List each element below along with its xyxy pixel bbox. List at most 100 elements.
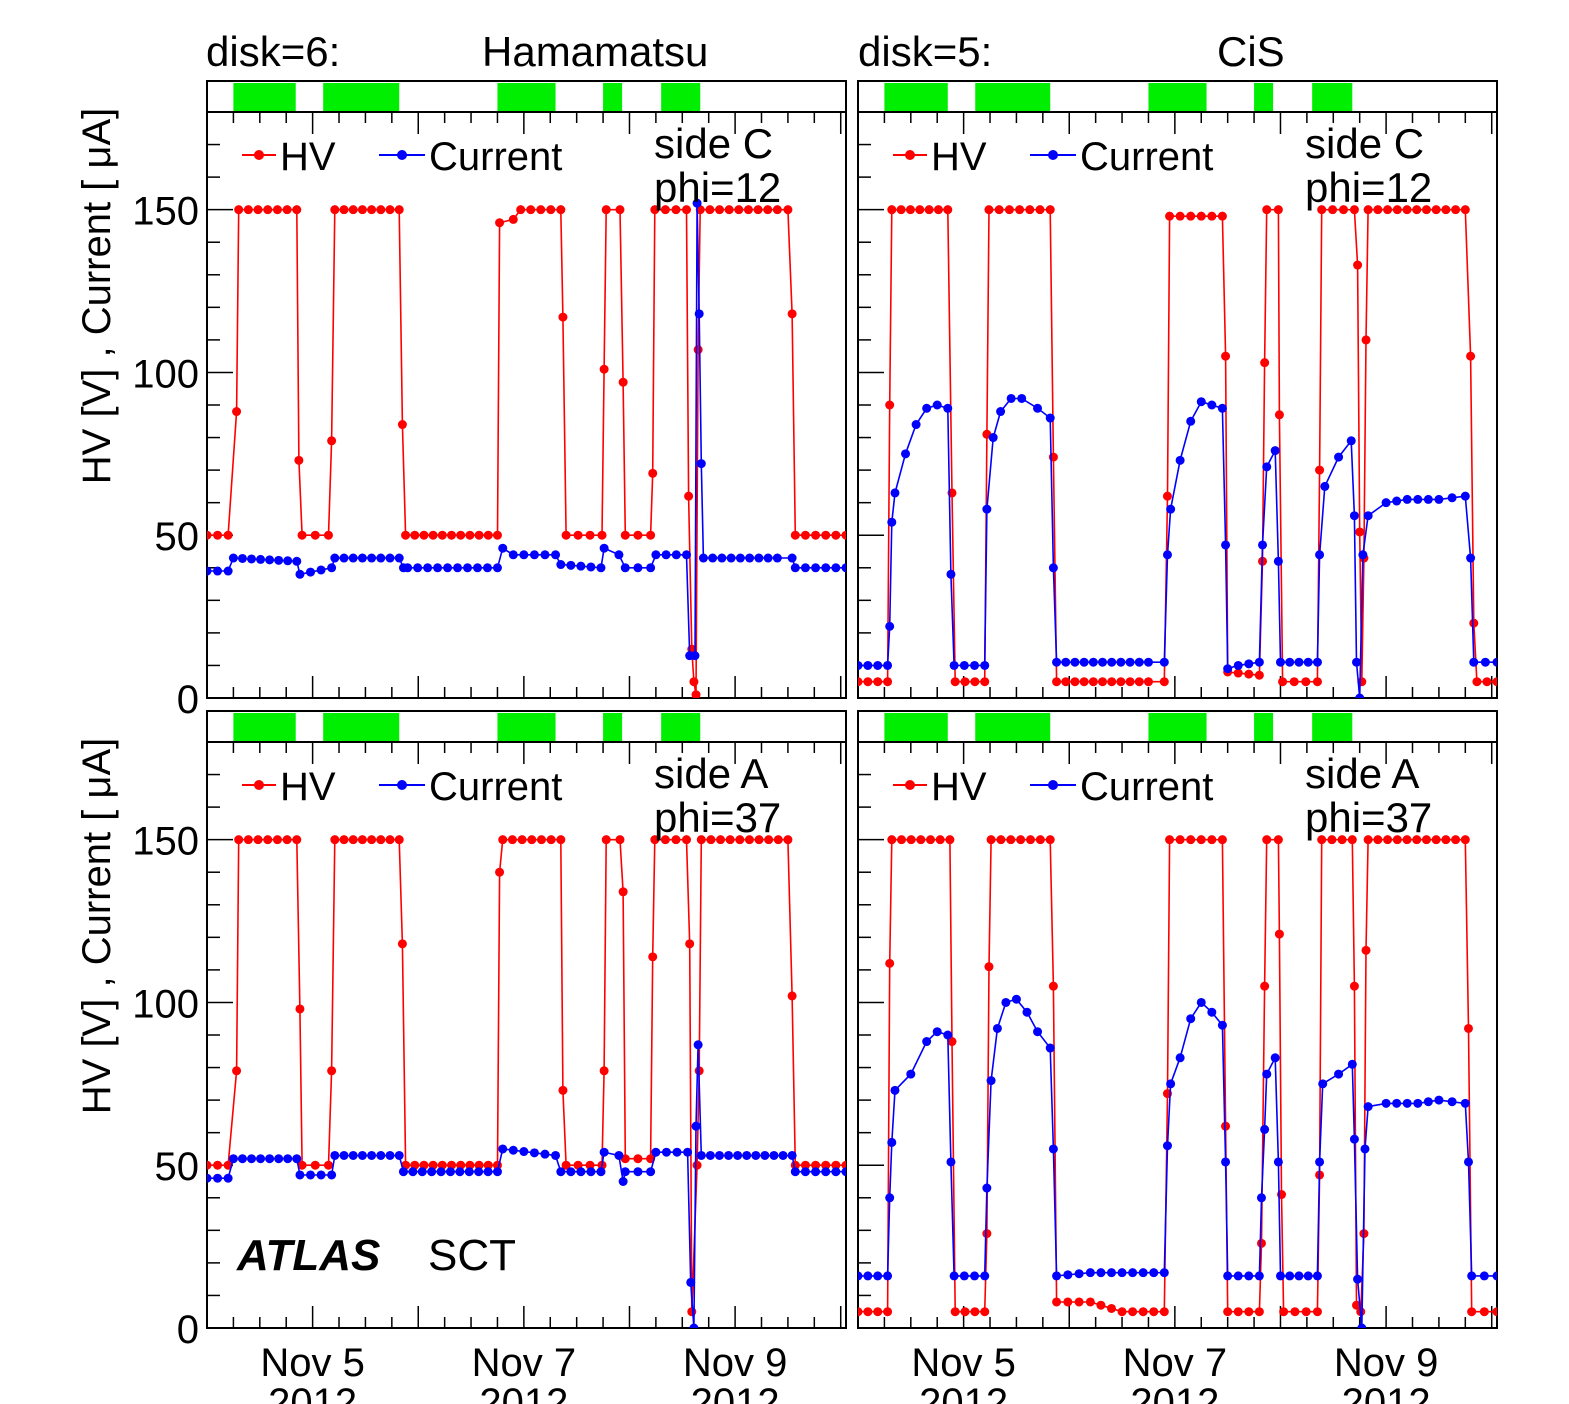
- hv-point: [585, 530, 595, 540]
- current-point: [661, 550, 671, 560]
- current-point: [1125, 657, 1135, 667]
- current-point: [690, 651, 700, 661]
- hv-point: [1165, 211, 1175, 221]
- hv-point: [887, 205, 897, 215]
- current-point: [1074, 1269, 1084, 1279]
- hv-point: [986, 835, 996, 845]
- hv-point: [1412, 205, 1422, 215]
- current-point: [223, 1173, 233, 1183]
- current-point: [1262, 1069, 1272, 1079]
- hv-point: [546, 835, 556, 845]
- current-point: [492, 1167, 502, 1177]
- legend-hv-label: HV: [280, 765, 336, 809]
- hv-point: [1048, 981, 1058, 991]
- current-point: [1492, 657, 1497, 667]
- current-point: [237, 553, 247, 563]
- current-point: [482, 563, 492, 573]
- current-point: [1107, 657, 1117, 667]
- hv-point: [1361, 945, 1371, 955]
- legend-current-marker: [397, 150, 407, 160]
- current-point: [566, 1167, 576, 1177]
- hv-point: [1479, 1307, 1489, 1317]
- current-point: [1312, 1271, 1322, 1281]
- hv-point: [1138, 1307, 1148, 1317]
- hv-point: [706, 835, 716, 845]
- hv-point: [906, 835, 916, 845]
- hv-point: [516, 205, 526, 215]
- hv-point: [1337, 835, 1347, 845]
- current-point: [992, 1023, 1002, 1033]
- current-point: [708, 553, 718, 563]
- y-tick-label: 150: [132, 190, 199, 234]
- current-point: [996, 407, 1006, 417]
- hv-point: [1098, 677, 1108, 687]
- current-point: [614, 550, 624, 560]
- hv-point: [1317, 205, 1327, 215]
- hv-point: [764, 835, 774, 845]
- hv-point: [1004, 205, 1014, 215]
- current-point: [1079, 657, 1089, 667]
- hv-point: [1392, 835, 1402, 845]
- hv-point: [1274, 410, 1284, 420]
- current-point: [1063, 1270, 1073, 1280]
- y-tick-label: 50: [155, 515, 200, 559]
- legend-hv-label: HV: [280, 135, 336, 179]
- hv-point: [1451, 205, 1461, 215]
- hv-point: [772, 205, 782, 215]
- hv-point: [984, 205, 994, 215]
- current-point: [1106, 1268, 1116, 1278]
- current-point: [1294, 657, 1304, 667]
- current-point: [735, 553, 745, 563]
- current-point: [427, 1167, 437, 1177]
- current-point: [599, 543, 609, 553]
- hv-point: [950, 677, 960, 687]
- hv-point: [1015, 205, 1025, 215]
- current-point: [529, 550, 539, 560]
- current-point: [330, 553, 340, 563]
- stable-beam-block: [975, 83, 1051, 111]
- current-series-line: [858, 397, 1497, 698]
- current-point: [787, 553, 797, 563]
- hv-point: [980, 1307, 990, 1317]
- current-point: [1334, 1069, 1344, 1079]
- current-point: [292, 556, 302, 566]
- current-point: [1312, 657, 1322, 667]
- current-point: [1175, 1053, 1185, 1063]
- current-point: [283, 556, 293, 566]
- hv-series-line: [207, 208, 846, 695]
- current-point: [1011, 994, 1021, 1004]
- current-point: [566, 560, 576, 570]
- hv-point: [536, 835, 546, 845]
- hv-point: [385, 835, 395, 845]
- hv-point: [597, 530, 607, 540]
- hv-point: [1463, 1023, 1473, 1033]
- hv-point: [474, 1160, 484, 1170]
- hv-point: [367, 835, 377, 845]
- hv-point: [841, 530, 846, 540]
- current-point: [651, 550, 661, 560]
- current-point: [1273, 1157, 1283, 1167]
- current-point: [213, 566, 223, 576]
- plot-frame: [206, 80, 847, 699]
- side-label: side C: [1305, 120, 1424, 167]
- current-point: [1392, 496, 1402, 506]
- current-point: [959, 1271, 969, 1281]
- current-point: [1334, 452, 1344, 462]
- hv-point: [715, 205, 725, 215]
- current-point: [540, 550, 550, 560]
- current-point: [1117, 1268, 1127, 1278]
- hv-point: [994, 205, 1004, 215]
- phi-label: phi=12: [654, 164, 781, 211]
- hv-point: [295, 1004, 305, 1014]
- current-point: [883, 660, 893, 670]
- current-point: [671, 550, 681, 560]
- current-point: [790, 1167, 800, 1177]
- current-point: [906, 1069, 916, 1079]
- current-point: [946, 1157, 956, 1167]
- legend-current-label: Current: [1080, 765, 1213, 809]
- x-tick-year-label: 2012: [268, 1381, 357, 1404]
- hv-point: [1162, 491, 1172, 501]
- hv-point: [787, 309, 797, 319]
- hv-point: [232, 1066, 242, 1076]
